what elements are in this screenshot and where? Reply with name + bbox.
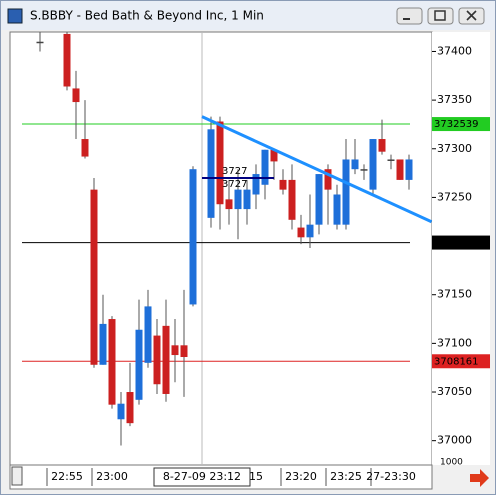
candle-body	[108, 319, 116, 405]
x-tick-label: 23:20	[285, 470, 317, 483]
candle-body	[225, 199, 233, 210]
y-scale-label: 1000	[440, 458, 463, 468]
cursor-label: 8-27-09 23:12	[163, 470, 241, 483]
candle-body	[216, 121, 224, 205]
candle-body	[99, 323, 107, 365]
app-icon	[7, 8, 23, 24]
candle-body	[261, 149, 269, 185]
candle-body	[36, 41, 44, 44]
candle-body	[63, 33, 71, 87]
candle-body	[234, 189, 242, 210]
y-tick-label: 37000	[437, 434, 472, 447]
candle-body	[135, 329, 143, 400]
candle-body	[342, 159, 350, 225]
candle-body	[396, 159, 404, 180]
candle-body	[333, 194, 341, 225]
candle-body	[324, 169, 332, 190]
scroll-handle[interactable]	[11, 466, 23, 486]
cursor-label-bg	[153, 467, 251, 487]
candle-body	[162, 325, 170, 394]
candle-body	[369, 139, 377, 190]
price-label: 3732539	[434, 119, 479, 130]
candle-body	[378, 139, 386, 152]
price-label: 3708161	[434, 356, 479, 367]
y-tick-label: 37250	[437, 190, 472, 203]
scroll-arrow[interactable]	[470, 469, 489, 487]
candle-body	[270, 149, 278, 162]
candle-body	[405, 159, 413, 180]
close-glyph	[466, 10, 477, 21]
maximize-glyph	[434, 10, 446, 21]
x-tick-label: 23:25	[330, 470, 362, 483]
candle-body	[144, 306, 152, 363]
y-tick-label: 37100	[437, 336, 472, 349]
candle-body	[81, 139, 89, 157]
trendline	[201, 115, 433, 224]
level-label: 3727	[222, 166, 247, 177]
price-label-bg	[432, 117, 490, 132]
candle-body	[180, 345, 188, 357]
x-tick-label: 22:55	[51, 470, 83, 483]
candle-body	[72, 88, 80, 103]
candle-body	[252, 174, 260, 195]
candle-body	[207, 129, 215, 218]
candle-body	[117, 403, 125, 420]
price-label-bg	[432, 235, 490, 250]
candle-body	[126, 392, 134, 424]
candle-body	[297, 227, 305, 238]
window-title: S.BBBY - Bed Bath & Beyond Inc, 1 Min	[30, 9, 264, 23]
y-tick-label: 37150	[437, 288, 472, 301]
y-tick-label: 37050	[437, 385, 472, 398]
candle-body	[153, 335, 161, 385]
candle-body	[288, 179, 296, 220]
x-tick-label: 15	[249, 470, 263, 483]
candle-body	[387, 159, 395, 161]
candle-body	[315, 174, 323, 225]
candle-body	[279, 179, 287, 190]
candle-body	[189, 169, 197, 305]
price-label: 3720360	[434, 238, 479, 249]
candle-body	[90, 189, 98, 365]
candle-body	[360, 169, 368, 171]
x-tick-label: 27-23:30	[366, 470, 416, 483]
y-tick-label: 37400	[437, 44, 472, 57]
y-tick-label: 37300	[437, 142, 472, 155]
candle-body	[306, 224, 314, 238]
candle-body	[243, 189, 251, 210]
minimize-button[interactable]	[396, 7, 423, 25]
y-tick-label: 37350	[437, 93, 472, 106]
candle-body	[351, 159, 359, 170]
price-label-bg	[432, 354, 490, 369]
level-label: 3727	[222, 179, 247, 190]
candle-body	[171, 345, 179, 356]
plot-area	[9, 31, 433, 466]
x-tick-label: 23:00	[96, 470, 128, 483]
